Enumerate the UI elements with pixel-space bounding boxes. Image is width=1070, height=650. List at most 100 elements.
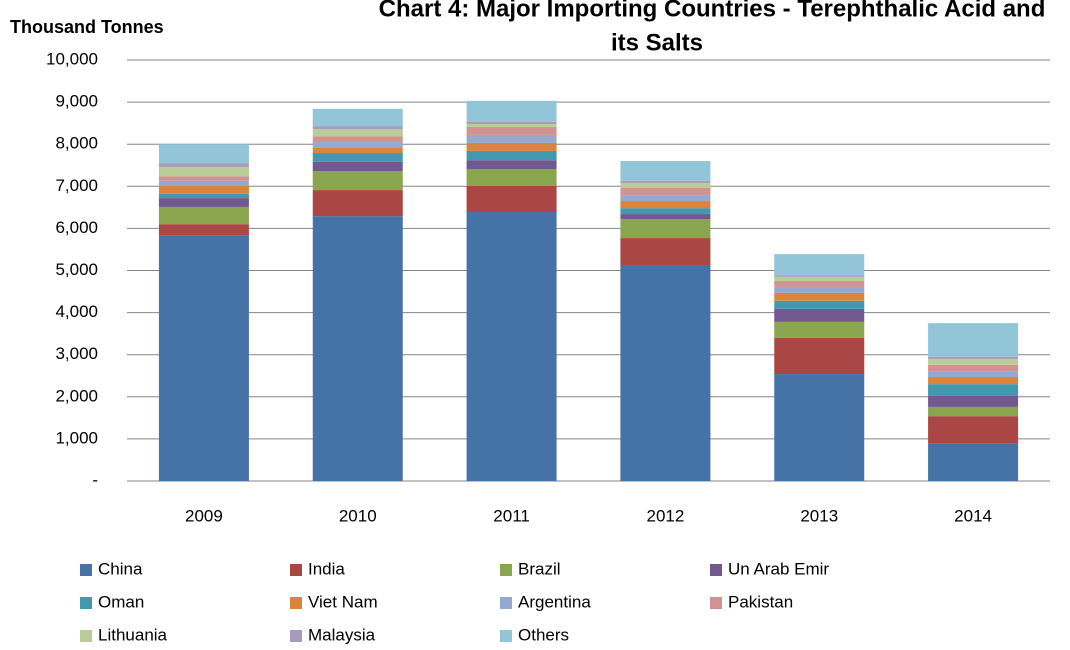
bar-segment — [466, 150, 557, 161]
bar-segment — [774, 254, 865, 276]
legend-swatch — [500, 630, 512, 642]
legend-swatch — [290, 597, 302, 609]
bar-segment — [466, 160, 557, 170]
bar-segment — [466, 123, 557, 127]
y-tick-label: 6,000 — [55, 218, 98, 237]
bar-segment — [774, 337, 865, 375]
legend-swatch — [290, 564, 302, 576]
bar-segment — [774, 374, 865, 481]
legend-swatch — [500, 564, 512, 576]
bar-segment — [312, 142, 403, 148]
y-tick-label: 2,000 — [55, 386, 98, 405]
bar-segment — [620, 219, 711, 239]
bar-segment — [466, 121, 557, 124]
bar-segment — [158, 163, 249, 167]
bar-segment — [158, 206, 249, 225]
bar-segment — [620, 238, 711, 266]
bar-segment — [620, 265, 711, 481]
bar-segment — [620, 214, 711, 220]
y-tick-label: 10,000 — [46, 49, 98, 68]
legend-swatch — [80, 597, 92, 609]
chart-title: Chart 4: Major Importing Countries - Ter… — [379, 0, 1046, 22]
bar-segment — [928, 406, 1019, 417]
bar-segment — [466, 185, 557, 212]
bar-segment — [928, 443, 1019, 481]
y-tick-label: 3,000 — [55, 344, 98, 363]
bar-segment — [620, 187, 711, 196]
bar-segment — [928, 395, 1019, 407]
bar-segment — [774, 292, 865, 301]
bar-segment — [312, 190, 403, 217]
legend-label: Oman — [98, 592, 144, 611]
legend-swatch — [500, 597, 512, 609]
y-tick-label: - — [92, 470, 98, 489]
bar-segment — [466, 100, 557, 122]
bar-segment — [158, 185, 249, 194]
bar-segment — [774, 308, 865, 322]
bar-segment — [312, 108, 403, 127]
legend-label: Brazil — [518, 559, 561, 578]
bar-segment — [158, 166, 249, 177]
bar-segment — [312, 136, 403, 143]
bar-segment — [158, 193, 249, 199]
legend-swatch — [710, 597, 722, 609]
bar-segment — [774, 321, 865, 338]
bar-segment — [620, 195, 711, 202]
bar-segment — [466, 142, 557, 151]
bar-segment — [158, 176, 249, 181]
x-tick-label: 2012 — [647, 506, 685, 525]
x-tick-label: 2014 — [954, 506, 992, 525]
bar-segment — [158, 198, 249, 207]
bar-segment — [774, 275, 865, 277]
bar-segment — [928, 364, 1019, 372]
y-tick-label: 5,000 — [55, 260, 98, 279]
y-tick-label: 8,000 — [55, 134, 98, 153]
x-tick-label: 2010 — [339, 506, 377, 525]
bar-segment — [774, 300, 865, 309]
legend-label: Malaysia — [308, 625, 376, 644]
legend-swatch — [80, 630, 92, 642]
legend-label: Argentina — [518, 592, 591, 611]
bar-segment — [466, 126, 557, 135]
bar-segment — [928, 323, 1019, 357]
bar-segment — [620, 182, 711, 188]
bar-segment — [928, 384, 1019, 396]
bar-segment — [312, 171, 403, 191]
bar-segment — [620, 208, 711, 215]
bar-segment — [928, 416, 1019, 444]
bar-segment — [158, 224, 249, 236]
bar-segment — [928, 371, 1019, 378]
legend-label: Viet Nam — [308, 592, 378, 611]
legend-label: Pakistan — [728, 592, 793, 611]
y-tick-label: 4,000 — [55, 302, 98, 321]
bar-segment — [928, 358, 1019, 365]
y-tick-label: 9,000 — [55, 92, 98, 111]
bar-segment — [312, 129, 403, 137]
bar-segment — [312, 147, 403, 154]
bar-segment — [466, 134, 557, 143]
bar-segment — [620, 201, 711, 209]
bar-segment — [158, 144, 249, 164]
bar-segment — [774, 286, 865, 293]
bar-segment — [312, 153, 403, 162]
legend-swatch — [80, 564, 92, 576]
legend-label: Others — [518, 625, 569, 644]
bar-segment — [466, 169, 557, 186]
x-tick-label: 2009 — [185, 506, 223, 525]
bar-segment — [928, 356, 1019, 359]
legend-swatch — [290, 630, 302, 642]
bar-segment — [620, 161, 711, 181]
bar-segment — [312, 216, 403, 482]
bar-segment — [774, 281, 865, 287]
y-tick-label: 1,000 — [55, 428, 98, 447]
bar-segment — [466, 211, 557, 481]
bar-segment — [928, 377, 1019, 385]
x-tick-label: 2013 — [800, 506, 838, 525]
bar-segment — [312, 126, 403, 130]
legend-label: Un Arab Emir — [728, 559, 829, 578]
legend-label: China — [98, 559, 143, 578]
bar-segment — [312, 161, 403, 172]
chart-title: its Salts — [611, 29, 703, 56]
legend-swatch — [710, 564, 722, 576]
